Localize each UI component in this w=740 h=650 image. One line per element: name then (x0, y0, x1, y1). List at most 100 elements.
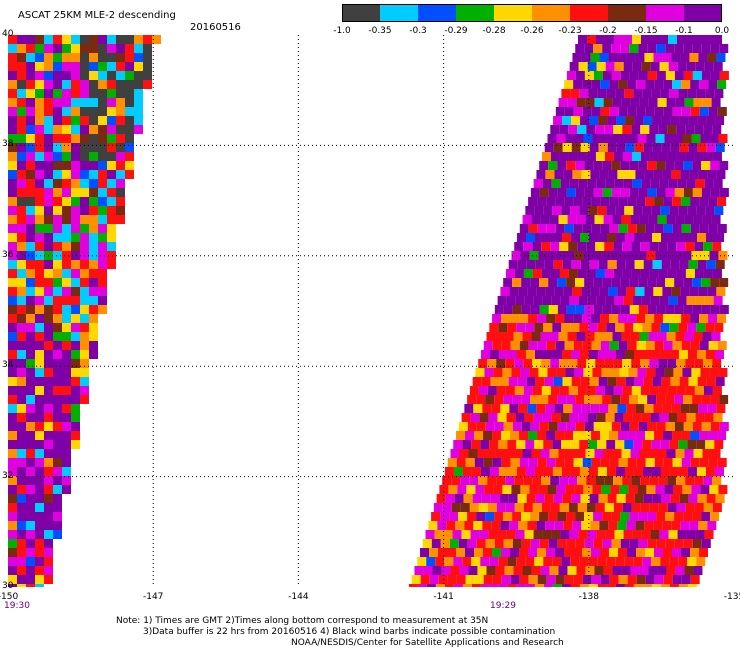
swath-cell (663, 80, 673, 89)
swath-cell (552, 584, 562, 587)
swath-cell (678, 557, 688, 566)
swath-cell (633, 467, 643, 476)
swath-cell (453, 440, 463, 449)
swath-cell (701, 188, 711, 197)
swath-cell (600, 458, 610, 467)
swath-cell (644, 404, 654, 413)
swath-cell (573, 341, 583, 350)
swath-cell (488, 530, 498, 539)
swath-cell (638, 395, 648, 404)
swath-cell (639, 215, 649, 224)
swath-cell (515, 413, 525, 422)
swath-cell (26, 224, 35, 233)
swath-cell (637, 134, 647, 143)
swath-cell (586, 152, 596, 161)
swath-cell (474, 548, 484, 557)
swath-cell (578, 296, 588, 305)
swath-cell (44, 242, 53, 251)
swath-cell (498, 467, 508, 476)
swath-cell (53, 512, 62, 521)
swath-cell (634, 377, 644, 386)
swath-cell (640, 476, 650, 485)
y-tick-label: 36 (2, 249, 14, 260)
swath-cell (480, 350, 490, 359)
swath-cell (652, 116, 662, 125)
swath-cell (17, 566, 26, 575)
swath-cell (708, 458, 718, 467)
swath-cell (681, 107, 691, 116)
swath-cell (654, 107, 664, 116)
swath-cell (697, 233, 707, 242)
swath-cell (540, 449, 550, 458)
swath-cell (521, 539, 531, 548)
swath-cell (501, 548, 511, 557)
swath-cell (667, 359, 677, 368)
swath-cell (477, 566, 487, 575)
swath-cell (641, 530, 651, 539)
swath-cell (688, 116, 698, 125)
swath-cell (98, 188, 107, 197)
swath-cell (107, 89, 116, 98)
swath-cell (447, 548, 457, 557)
swath-cell (564, 80, 574, 89)
swath-cell (71, 332, 80, 341)
swath-cell (502, 485, 512, 494)
swath-cell (582, 107, 592, 116)
swath-cell (534, 350, 544, 359)
swath-cell (630, 449, 640, 458)
swath-cell (8, 62, 17, 71)
swath-cell (581, 521, 591, 530)
swath-cell (668, 35, 677, 44)
swath-cell (562, 143, 572, 152)
swath-cell (116, 80, 125, 89)
swath-cell (579, 584, 589, 587)
swath-cell (651, 557, 661, 566)
swath-cell (577, 269, 587, 278)
swath-cell (35, 170, 44, 179)
swath-cell (26, 413, 35, 422)
swath-cell (447, 575, 457, 584)
swath-cell (611, 188, 621, 197)
swath-cell (35, 188, 44, 197)
swath-cell (669, 467, 679, 476)
swath-cell (645, 458, 655, 467)
swath-cell (658, 242, 668, 251)
swath-cell (679, 260, 689, 269)
swath-cell (601, 368, 611, 377)
swath-cell (504, 566, 514, 575)
swath-cell (26, 44, 35, 53)
swath-cell (520, 368, 530, 377)
swath-cell (717, 107, 727, 116)
swath-cell (615, 557, 625, 566)
swath-cell (573, 458, 583, 467)
swath-cell (532, 476, 542, 485)
swath-cell (605, 296, 615, 305)
swath-cell (606, 584, 616, 587)
swath-cell (591, 224, 601, 233)
swath-cell (468, 566, 478, 575)
swath-cell (8, 188, 17, 197)
swath-cell (691, 485, 701, 494)
swath-cell (589, 260, 599, 269)
swath-cell (26, 116, 35, 125)
swath-cell (516, 323, 526, 332)
swath-cell (582, 548, 592, 557)
swath-cell (658, 359, 668, 368)
swath-cell (655, 485, 665, 494)
swath-cell (35, 44, 44, 53)
swath-cell (71, 44, 80, 53)
swath-cell (654, 431, 664, 440)
swath-cell (80, 359, 89, 368)
swath-cell (613, 152, 623, 161)
swath-cell (620, 278, 630, 287)
swath-cell (602, 71, 612, 80)
x-tick-label: -144 (288, 592, 309, 602)
swath-cell (426, 557, 436, 566)
swath-cell (550, 269, 560, 278)
swath-cell (53, 404, 62, 413)
swath-cell (639, 332, 649, 341)
swath-cell (539, 278, 549, 287)
swath-cell (618, 458, 628, 467)
swath-cell (35, 584, 44, 587)
swath-cell (35, 449, 44, 458)
